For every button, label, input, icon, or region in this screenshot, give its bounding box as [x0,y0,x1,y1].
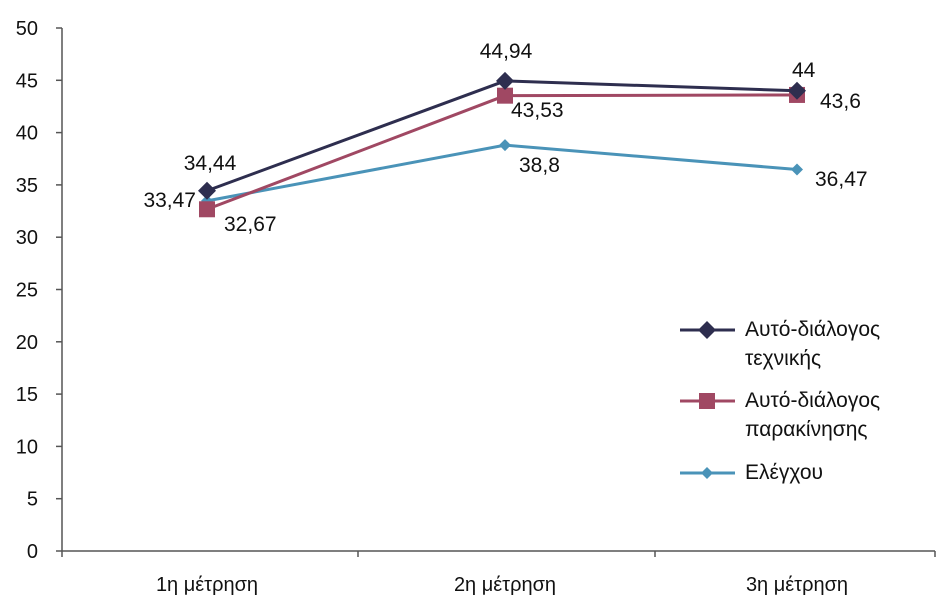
y-tick-label: 15 [16,384,38,406]
series-line [206,143,798,203]
data-label: 33,47 [143,189,196,212]
series-3 [201,139,803,207]
legend-marker [698,321,716,339]
data-point [499,139,511,152]
legend-item-2: Αυτό-διάλογος παρακίνησης [680,389,880,441]
y-tick-label: 20 [16,332,38,354]
series-1 [198,71,806,200]
legend-marker [699,393,715,409]
x-tick-label: 1η μέτρηση [156,574,258,596]
data-label: 32,67 [224,213,277,236]
legend-marker [701,467,713,479]
y-tick-label: 40 [16,123,38,145]
legend-item-1: Αυτό-διάλογος τεχνικής [680,318,880,370]
legend: Αυτό-διάλογος τεχνικής Αυτό-διάλογος παρακί… [680,318,880,484]
y-tick-label: 25 [16,280,38,302]
data-label: 38,8 [519,154,560,177]
legend-label: Αυτό-διάλογος [745,318,880,341]
y-tick-label: 5 [27,489,38,511]
x-tick-label: 3η μέτρηση [746,574,848,596]
data-label: 34,44 [184,152,237,175]
data-label: 43,6 [820,90,861,113]
legend-label: Ελέγχου [745,461,823,484]
series-line [206,93,798,211]
data-point [791,163,803,176]
legend-item-3: Ελέγχου [680,461,823,484]
legend-label: παρακίνησης [745,418,868,441]
data-point [497,87,513,104]
data-label: 36,47 [815,168,868,191]
series-2 [199,86,805,218]
x-tick-label: 2η μέτρηση [454,574,556,596]
data-point [198,181,216,200]
series-layer [198,71,806,218]
x-axis-ticks: 1η μέτρηση 2η μέτρηση 3η μέτρηση [61,551,936,596]
y-tick-label: 10 [16,436,38,458]
data-labels: 34,44 44,94 44 32,67 43,53 43,6 33,47 38,8 36,47 [143,40,867,236]
y-axis-ticks: 0 5 10 15 20 25 30 35 40 45 50 [16,18,62,563]
y-tick-label: 45 [16,70,38,92]
y-tick-label: 50 [16,18,38,40]
y-tick-label: 35 [16,175,38,197]
data-point [788,81,806,100]
data-label: 44 [792,59,816,82]
data-point [496,71,514,90]
y-tick-label: 0 [27,541,38,563]
legend-label: Αυτό-διάλογος [745,389,880,412]
data-label: 43,53 [511,99,564,122]
legend-label: τεχνικής [745,347,821,370]
data-point [199,201,215,218]
y-tick-label: 30 [16,227,38,249]
data-label: 44,94 [480,40,533,63]
